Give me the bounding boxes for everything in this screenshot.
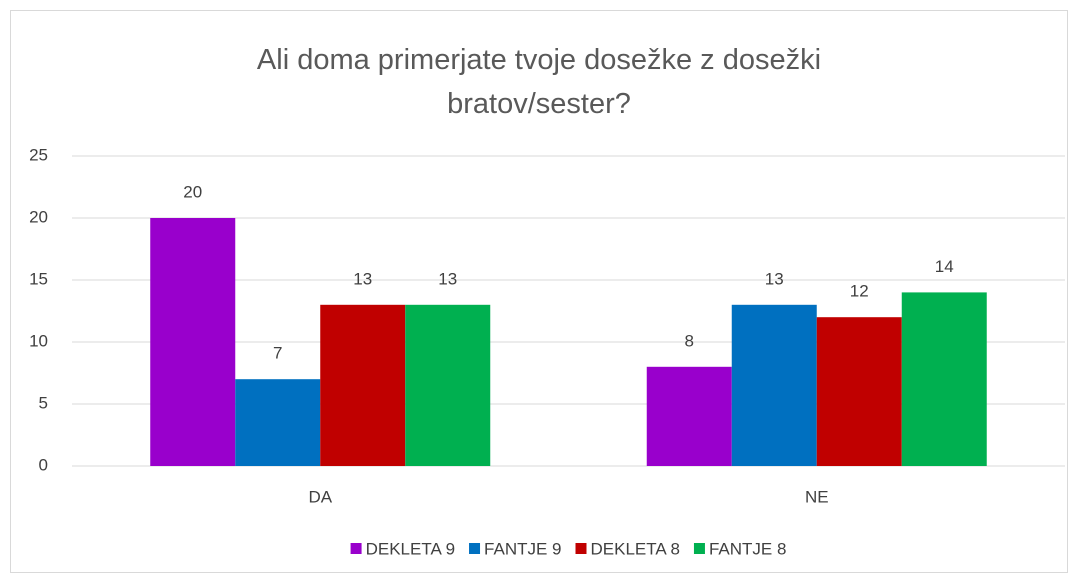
- bar: [235, 379, 321, 466]
- bar: [405, 304, 491, 466]
- x-tick-label: DA: [308, 487, 332, 506]
- bar: [901, 292, 987, 466]
- legend-swatch: [575, 543, 587, 554]
- data-label: 13: [765, 269, 784, 288]
- data-label: 13: [353, 269, 372, 288]
- data-label: 13: [438, 269, 457, 288]
- y-tick-label: 5: [39, 393, 48, 412]
- legend-swatch: [693, 543, 705, 554]
- data-label: 20: [183, 182, 202, 201]
- bar: [320, 304, 406, 466]
- data-label: 7: [273, 344, 282, 363]
- legend-swatch: [350, 543, 362, 554]
- x-tick-label: NE: [805, 487, 829, 506]
- data-label: 12: [850, 282, 869, 301]
- legend-label: DEKLETA 9: [366, 539, 455, 558]
- legend-label: FANTJE 9: [484, 539, 561, 558]
- y-tick-label: 25: [29, 145, 48, 164]
- legend-swatch: [469, 543, 481, 554]
- bar: [816, 317, 902, 466]
- bar: [731, 304, 817, 466]
- legend-label: DEKLETA 8: [591, 539, 680, 558]
- y-tick-label: 10: [29, 331, 48, 350]
- bar: [150, 218, 236, 466]
- legend-label: FANTJE 8: [709, 539, 786, 558]
- chart-title: Ali doma primerjate tvoje dosežke z dose…: [256, 44, 822, 120]
- bar: [646, 366, 732, 466]
- y-tick-label: 20: [29, 207, 48, 226]
- data-label: 14: [935, 257, 954, 276]
- data-label: 8: [685, 331, 694, 350]
- y-tick-label: 15: [29, 269, 48, 288]
- y-tick-label: 0: [39, 455, 48, 474]
